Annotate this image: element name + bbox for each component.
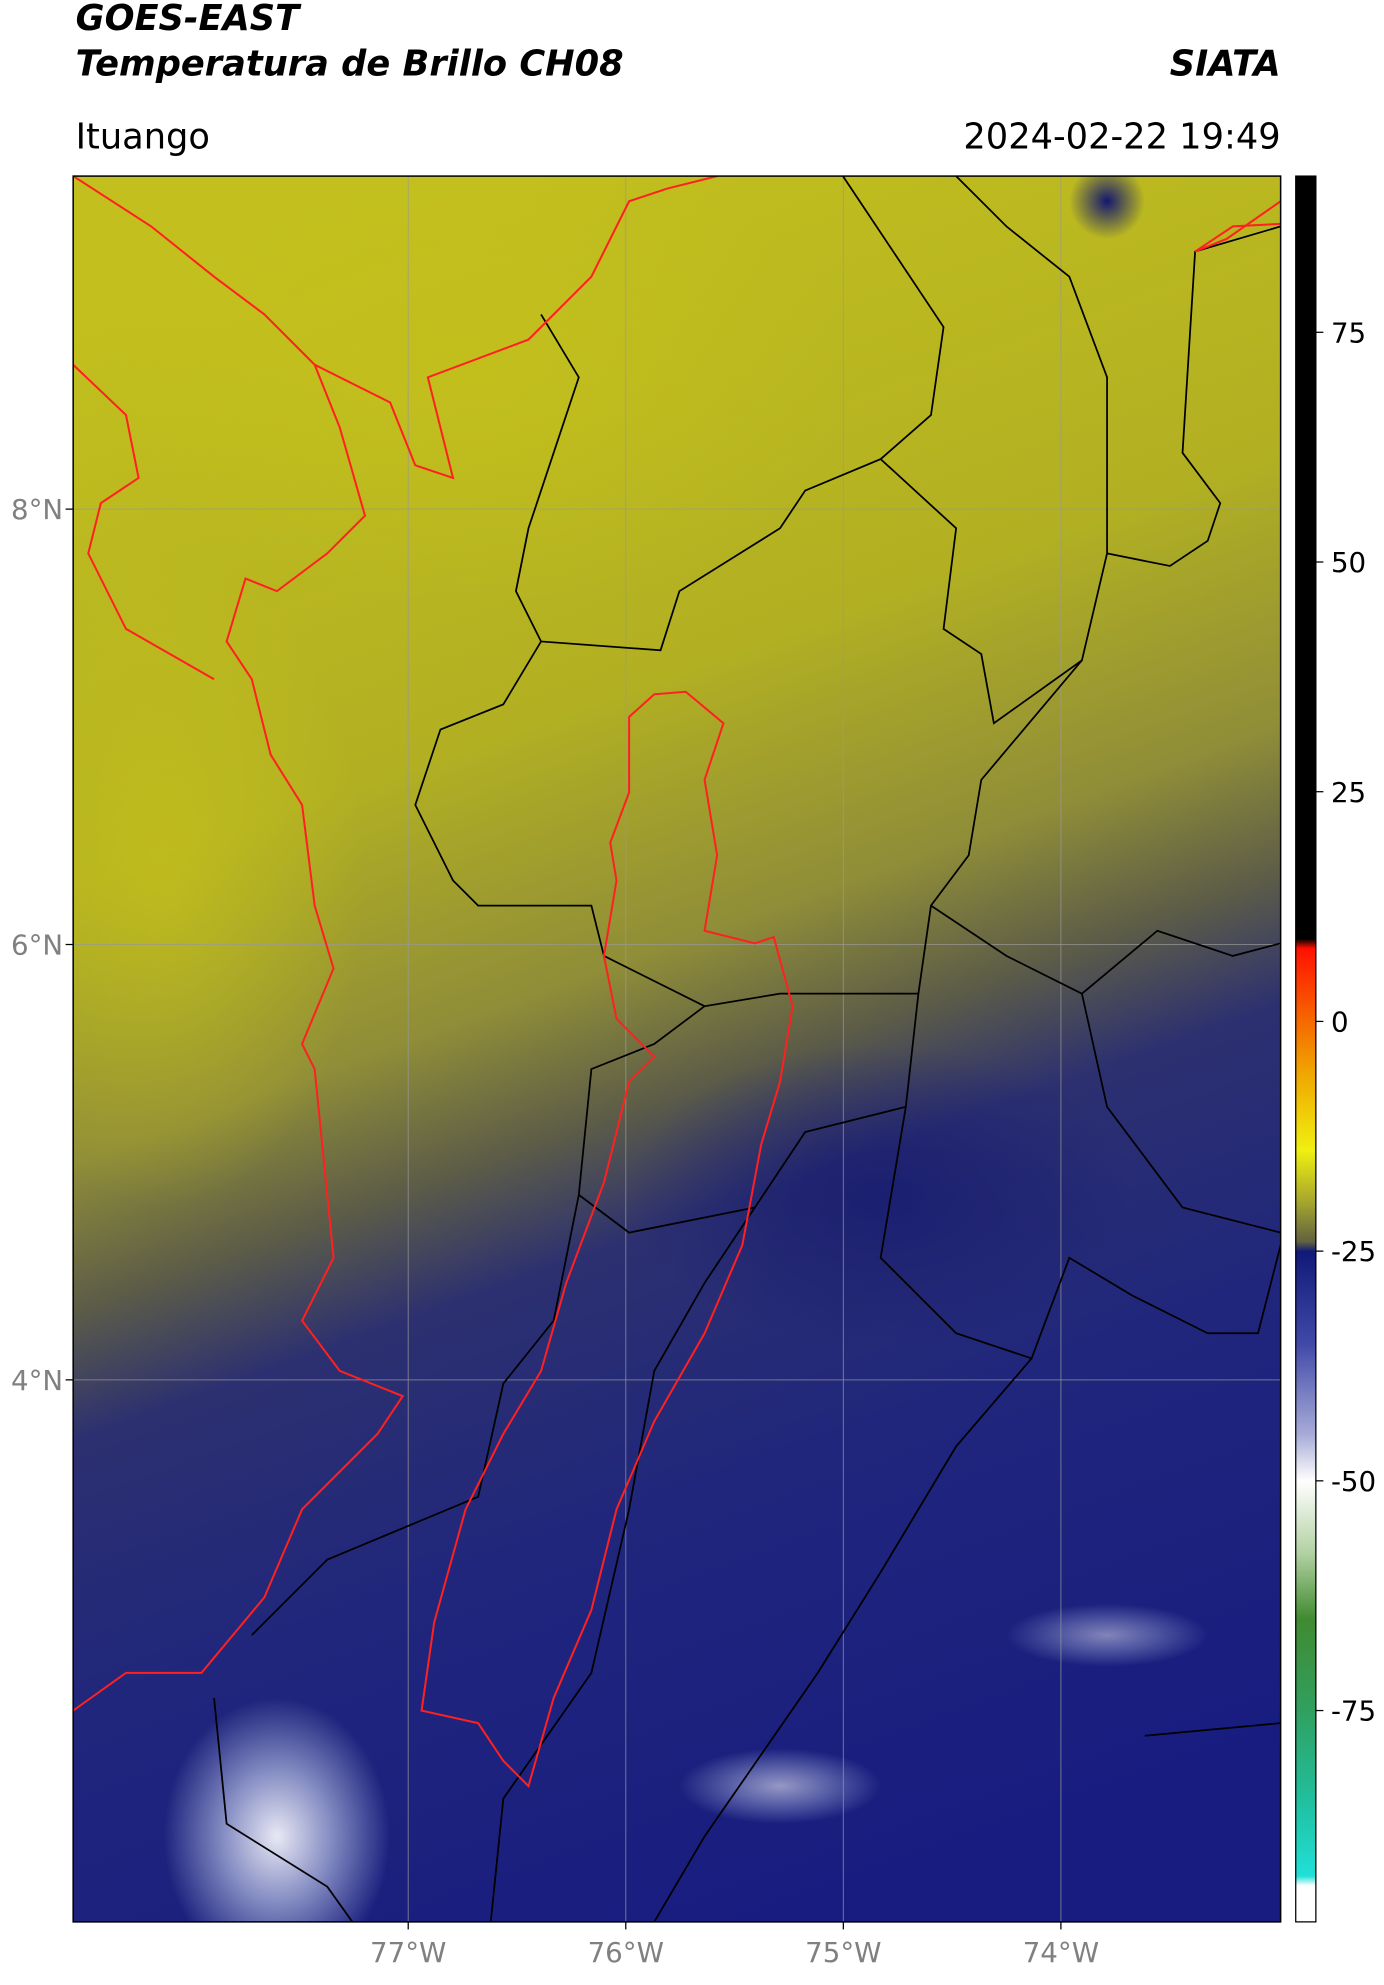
colorbar-tick-label: -50 <box>1331 1465 1376 1498</box>
x-tick-label: 76°W <box>588 1936 664 1969</box>
axes: 77°W 76°W 75°W 74°W 8°N 6°N 4°N <box>11 493 1099 1969</box>
title: GOES-EAST <box>76 0 302 39</box>
texture <box>100 176 856 604</box>
product: Temperatura de Brillo CH08 <box>76 43 624 84</box>
colorbar-segment <box>1295 1343 1316 1436</box>
x-tick-label: 77°W <box>370 1936 446 1969</box>
texture <box>629 1043 1133 1346</box>
colorbar-segment <box>1295 1241 1316 1252</box>
borders <box>213 176 1281 1922</box>
texture <box>1069 176 1145 239</box>
x-tick-label: 75°W <box>805 1936 881 1969</box>
colorbar-segment <box>1295 947 1316 1068</box>
colorbar-segment <box>1295 1885 1316 1923</box>
colorbar-segment <box>1295 1205 1316 1243</box>
colorbar-tick-label: 50 <box>1331 546 1366 579</box>
texture <box>679 1748 881 1824</box>
datetime: 2024-02-22 19:49 <box>963 116 1280 157</box>
y-tick-label: 8°N <box>11 493 63 526</box>
brand: SIATA <box>1170 43 1281 84</box>
region-outline <box>73 176 1281 1788</box>
y-tick-label: 4°N <box>11 1364 63 1397</box>
x-tick-label: 74°W <box>1023 1936 1099 1969</box>
colorbar-frame <box>1295 175 1317 1923</box>
colorbar-segment <box>1295 1802 1316 1877</box>
colorbar-tick-label: -75 <box>1331 1695 1376 1728</box>
map-area <box>73 176 1281 1922</box>
location: Ituango <box>76 116 210 157</box>
colorbar-tick-label: -25 <box>1331 1235 1376 1268</box>
colorbar-tick-label: 0 <box>1331 1005 1349 1038</box>
colorbar-tick-label: 75 <box>1331 316 1366 349</box>
y-tick-label: 6°N <box>11 929 63 962</box>
colorbar-segment <box>1295 1618 1316 1712</box>
texture <box>163 1698 391 1922</box>
colorbar-segment <box>1295 1710 1316 1804</box>
colorbar-segment <box>1295 176 1316 940</box>
colorbar-segment <box>1295 1434 1316 1482</box>
colorbar-segment <box>1295 1251 1316 1344</box>
colorbar-segment <box>1295 1875 1316 1886</box>
colorbar-segment <box>1295 938 1316 949</box>
colorbar: 75 50 25 0 -25 -50 -75 <box>1295 176 1376 1923</box>
colorbar-segment <box>1295 1067 1316 1151</box>
map-frame <box>72 175 1282 1923</box>
colorbar-tick-label: 25 <box>1331 776 1366 809</box>
texture <box>1006 1603 1208 1667</box>
colorbar-segment <box>1295 1554 1316 1620</box>
colorbar-segment <box>1295 1480 1316 1555</box>
colorbar-segment <box>1295 1150 1316 1206</box>
texture <box>73 553 365 1208</box>
